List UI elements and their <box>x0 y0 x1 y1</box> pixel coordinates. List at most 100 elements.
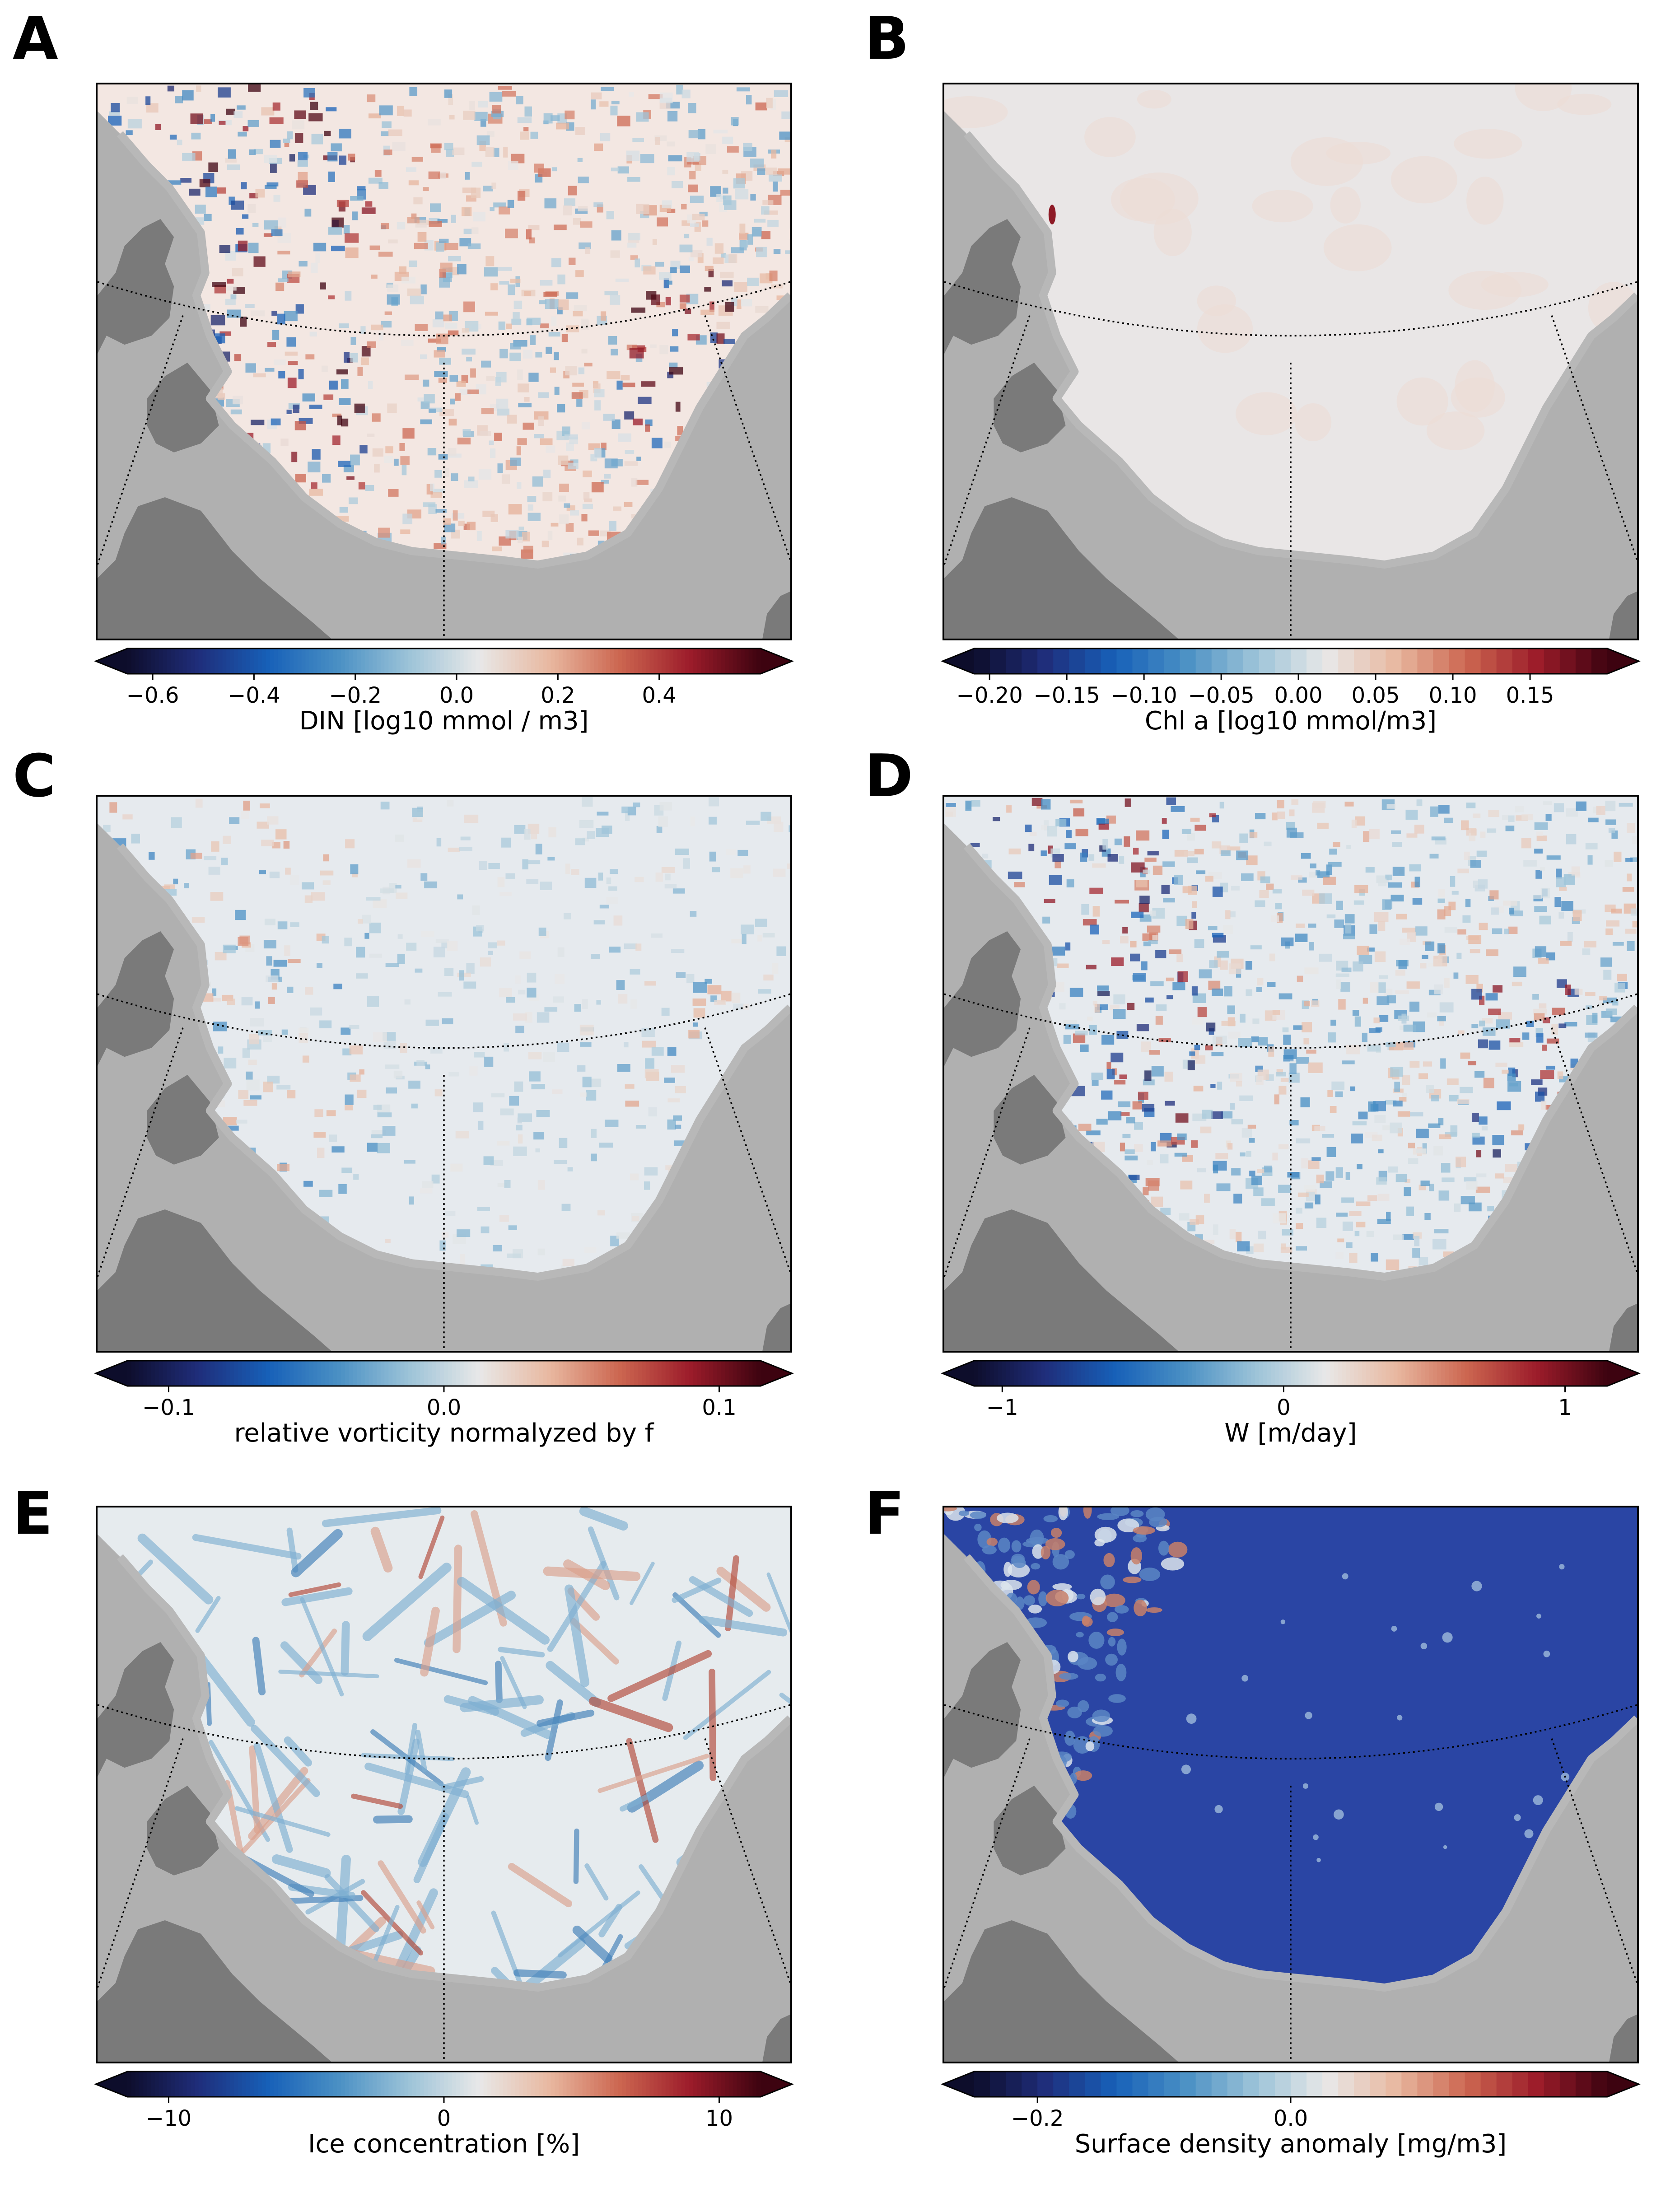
colorbar-segment <box>388 649 393 674</box>
colorbar-segment <box>642 1361 646 1386</box>
colorbar-segment <box>463 1361 468 1386</box>
colorbar-segment <box>491 649 496 674</box>
colorbar-segment <box>1274 1361 1279 1386</box>
colorbar-segment <box>1350 1361 1354 1386</box>
colorbar-segment <box>301 1361 306 1386</box>
colorbar-segment <box>555 1361 559 1386</box>
map-plot <box>96 1506 792 2063</box>
colorbar-segment <box>1176 1361 1180 1386</box>
colorbar-segment <box>261 1361 266 1386</box>
land-area <box>98 823 790 1351</box>
colorbar-segment <box>1520 1361 1525 1386</box>
colorbar-segment <box>222 1361 227 1386</box>
panel-e: E −10 0 10 Ice concentration [%] <box>0 1475 837 2212</box>
colorbar-segment <box>1112 1361 1117 1386</box>
colorbar-segment <box>721 1361 725 1386</box>
colorbar-segment <box>258 1361 262 1386</box>
colorbar-segment <box>420 2072 425 2097</box>
colorbar-segment <box>167 1361 171 1386</box>
colorbar-extend-max <box>761 1361 792 1386</box>
colorbar-segment <box>436 2072 440 2097</box>
colorbar-segment <box>566 2072 571 2097</box>
colorbar-segment <box>638 649 642 674</box>
colorbar-segment <box>721 649 725 674</box>
colorbar-segment <box>717 1361 721 1386</box>
colorbar-segment <box>1073 1361 1078 1386</box>
panel-letter: F <box>864 1479 905 1548</box>
colorbar-segment <box>281 1361 286 1386</box>
colorbar-segment <box>1338 649 1354 674</box>
colorbar-segment <box>614 2072 619 2097</box>
colorbar-segment <box>535 649 539 674</box>
colorbar-segment <box>294 649 298 674</box>
colorbar-segment <box>424 2072 429 2097</box>
colorbar-segment <box>1500 1361 1505 1386</box>
colorbar-label: Surface density anomaly [mg/m3] <box>1074 2129 1507 2159</box>
colorbar-segment <box>1480 649 1497 674</box>
colorbar-segment <box>1334 1361 1339 1386</box>
colorbar-segment <box>285 2072 290 2097</box>
colorbar-segment <box>634 1361 638 1386</box>
colorbar-segment <box>281 2072 286 2097</box>
colorbar-segment <box>1563 1361 1568 1386</box>
colorbar-segment <box>634 649 638 674</box>
colorbar-segment <box>463 649 468 674</box>
colorbar-segment <box>1512 2072 1529 2097</box>
colorbar-segment <box>345 1361 350 1386</box>
colorbar-segment <box>1401 1361 1406 1386</box>
colorbar-segment <box>733 1361 737 1386</box>
colorbar-segment <box>689 2072 694 2097</box>
colorbar-segment <box>1508 1361 1513 1386</box>
colorbar-segment <box>606 2072 611 2097</box>
colorbar-segment <box>325 1361 330 1386</box>
colorbar-segment <box>404 2072 409 2097</box>
colorbar-segment <box>321 1361 326 1386</box>
land-dark-area <box>944 497 1178 639</box>
panel-letter: A <box>13 4 58 73</box>
colorbar-segment <box>254 649 258 674</box>
colorbar-segment <box>1136 1361 1141 1386</box>
colorbar-segment <box>1164 2072 1180 2097</box>
colorbar-segment <box>202 649 207 674</box>
colorbar-segment <box>546 1361 551 1386</box>
colorbar-segment <box>1029 1361 1034 1386</box>
colorbar-segment <box>131 1361 136 1386</box>
colorbar-segment <box>491 2072 496 2097</box>
colorbar-outline <box>940 2071 1641 2098</box>
colorbar-segment <box>697 649 702 674</box>
colorbar-segment <box>1532 1361 1536 1386</box>
colorbar-segment <box>1255 1361 1260 1386</box>
colorbar-segment <box>499 649 504 674</box>
colorbar-segment <box>460 1361 464 1386</box>
colorbar-segment <box>1144 1361 1149 1386</box>
colorbar-segment <box>380 649 385 674</box>
colorbar-segment <box>503 2072 508 2097</box>
colorbar-segment <box>1556 1361 1560 1386</box>
colorbar-segment <box>218 1361 223 1386</box>
colorbar-segment <box>1386 649 1402 674</box>
colorbar-tick-label: −0.1 <box>142 1395 195 1420</box>
colorbar-segment <box>1002 1361 1006 1386</box>
colorbar-segment <box>756 2072 761 2097</box>
colorbar-segment <box>317 2072 322 2097</box>
colorbar-segment <box>444 1361 448 1386</box>
colorbar-segment <box>230 649 235 674</box>
colorbar-segment <box>1370 1361 1374 1386</box>
colorbar-tick-label: 1 <box>1558 1395 1572 1420</box>
colorbar-segment <box>175 1361 179 1386</box>
colorbar-segment <box>1433 1361 1437 1386</box>
colorbar-segment <box>677 1361 682 1386</box>
colorbar-segment <box>163 1361 168 1386</box>
colorbar-segment <box>626 649 630 674</box>
colorbar-segment <box>582 2072 587 2097</box>
colorbar-segment <box>570 649 575 674</box>
colorbar-segment <box>202 1361 207 1386</box>
colorbar-segment <box>1227 649 1244 674</box>
colorbar-segment <box>559 1361 563 1386</box>
colorbar-segment <box>1417 2072 1434 2097</box>
colorbar-segment <box>741 2072 745 2097</box>
colorbar-segment <box>238 2072 243 2097</box>
colorbar-segment <box>737 1361 741 1386</box>
colorbar-segment <box>1251 1361 1255 1386</box>
colorbar-segment <box>230 1361 235 1386</box>
